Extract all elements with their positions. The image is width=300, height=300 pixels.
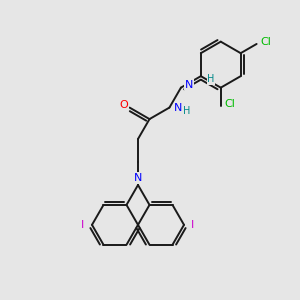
- Text: Cl: Cl: [224, 99, 235, 109]
- Text: H: H: [207, 74, 214, 84]
- Text: N: N: [174, 103, 183, 112]
- Text: I: I: [81, 220, 85, 230]
- Text: Cl: Cl: [260, 37, 271, 47]
- Text: N: N: [185, 80, 193, 90]
- Text: O: O: [119, 100, 128, 110]
- Text: H: H: [183, 106, 190, 116]
- Text: N: N: [134, 173, 142, 183]
- Text: I: I: [191, 220, 195, 230]
